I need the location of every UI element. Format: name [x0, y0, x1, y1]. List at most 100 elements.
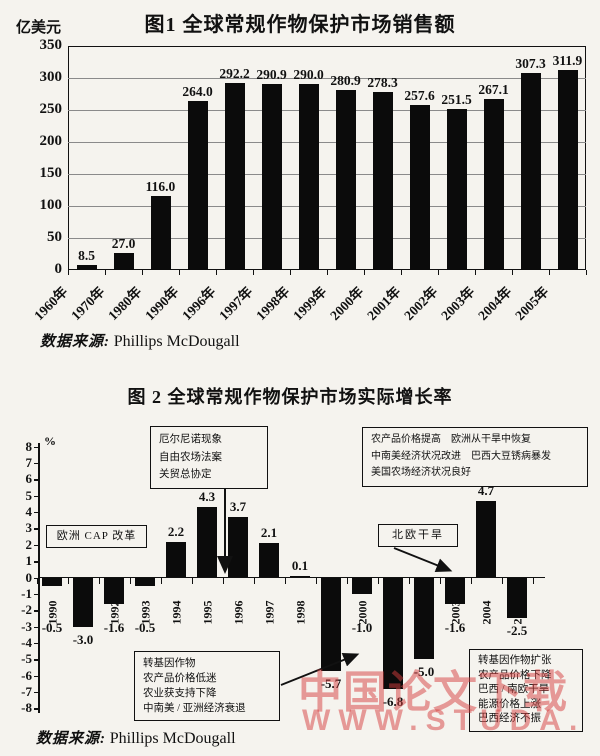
x-axis-label: 1994: [169, 600, 184, 625]
bar-value-label: -0.5: [41, 620, 63, 635]
x-axis-tick: [401, 270, 403, 275]
x-axis-label: 1997: [262, 600, 277, 625]
bar-value-label: 251.5: [441, 92, 472, 108]
fig1-source-value: Phillips McDougall: [113, 333, 240, 350]
bar-value-label: 27.0: [111, 235, 136, 251]
fig2-source-label: 数据来源:: [36, 731, 106, 747]
x-axis-tick: [130, 577, 132, 584]
watermark-url: WWW.STUDA.: [302, 704, 586, 737]
annotation-line: 美国农场经济状况良好: [371, 467, 471, 478]
bar: [409, 105, 430, 270]
x-axis-tick: [475, 270, 477, 275]
fig1-y-axis-unit: 亿美元: [16, 20, 62, 36]
bar-value-label: 311.9: [552, 53, 583, 69]
y-axis-label: 1: [25, 553, 33, 569]
x-axis-tick: [347, 577, 349, 584]
x-axis-tick: [549, 270, 551, 275]
bar-value-label: 280.9: [330, 73, 361, 89]
y-axis-tick: [34, 561, 38, 563]
bar: [76, 264, 97, 270]
arrow-nordic-drought: [393, 547, 453, 573]
y-axis-label: 150: [39, 165, 63, 181]
y-axis-label: 2: [25, 536, 33, 552]
annotation-downturn-box: 转基因作物 农产品价格低迷 农业获支持下降 中南美 / 亚洲经济衰退: [134, 651, 280, 721]
x-axis-tick: [316, 577, 318, 584]
gridline: [68, 206, 586, 207]
bar-value-label: 3.7: [229, 499, 247, 514]
annotation-line: 农业获支持下降: [143, 688, 217, 699]
y-axis-label: -1: [21, 585, 32, 601]
bar: [228, 517, 248, 578]
fig2-source: 数据来源: Phillips McDougall: [36, 727, 236, 748]
annotation-line: 中南美 / 亚洲经济衰退: [143, 703, 246, 714]
gridline: [68, 238, 586, 239]
x-axis-tick: [223, 577, 225, 584]
x-axis-tick: [533, 577, 535, 584]
y-axis-label: 50: [47, 229, 62, 245]
bar: [335, 90, 356, 270]
x-axis-tick: [502, 577, 504, 584]
bar-value-label: -3.0: [72, 631, 94, 647]
gridline: [68, 174, 586, 175]
y-axis-label: 350: [39, 37, 63, 53]
x-axis-tick: [37, 577, 39, 584]
fig2-y-axis-unit: %: [44, 434, 56, 448]
bar-value-label: 307.3: [515, 56, 546, 72]
x-axis-tick: [440, 577, 442, 584]
annotation-line: 欧洲 CAP 改革: [56, 530, 137, 542]
x-axis-tick: [192, 577, 194, 584]
y-axis-tick: [34, 610, 38, 612]
bar: [298, 84, 319, 270]
bar-value-label: -0.5: [134, 620, 156, 635]
y-axis-tick: [34, 463, 38, 465]
y-axis-tick: [34, 495, 38, 498]
x-axis-tick: [216, 270, 218, 275]
bar: [445, 577, 465, 604]
bar: [166, 541, 186, 578]
y-axis-tick: [34, 544, 38, 547]
y-axis-label: 4: [25, 504, 33, 520]
x-axis-tick: [290, 270, 292, 275]
bar: [446, 109, 467, 270]
bar-value-label: -6.8: [382, 693, 404, 709]
x-axis-label: 2004: [479, 600, 494, 625]
y-axis-label: -3: [21, 618, 32, 634]
annotation-cap-reform-box: 欧洲 CAP 改革: [46, 525, 147, 548]
fig2-title: 图 2 全球常规作物保护市场实际增长率: [127, 387, 453, 407]
y-axis-tick: [34, 691, 38, 694]
annotation-line: 自由农场法案: [159, 451, 222, 463]
annotation-line: 北欧干旱: [392, 529, 444, 541]
bar: [557, 70, 578, 270]
annotation-line: 转基因作物扩张: [478, 655, 552, 666]
y-axis-tick: [34, 528, 38, 530]
bar: [150, 195, 171, 270]
bar-value-label: 290.0: [293, 67, 324, 83]
y-axis-label: 250: [39, 101, 63, 117]
annotation-line: 巴西经济不振: [478, 713, 541, 725]
bar: [261, 83, 282, 270]
fig1-source: 数据来源: Phillips McDougall: [40, 330, 240, 351]
y-axis-label: 5: [25, 487, 33, 503]
y-axis-tick: [34, 512, 38, 514]
bar-value-label: -5.0: [413, 664, 435, 680]
x-axis-tick: [142, 270, 144, 275]
y-axis-label: 200: [39, 133, 63, 149]
gridline: [68, 78, 586, 79]
y-axis-label: 0: [25, 569, 33, 585]
y-axis-label: -2: [21, 602, 32, 618]
annotation-line: 关贸总协定: [159, 469, 212, 480]
bar: [414, 577, 434, 660]
x-axis-tick: [179, 270, 181, 275]
bar: [135, 577, 155, 586]
bar: [259, 543, 279, 578]
x-axis-tick: [105, 270, 107, 275]
fig1-source-label: 数据来源:: [40, 334, 110, 350]
bar: [187, 101, 208, 270]
annotation-recovery-box: 农产品价格提高 欧洲从干旱中恢复 中南美经济状况改进 巴西大豆锈病暴发 美国农场…: [362, 427, 588, 487]
y-axis-tick: [34, 675, 38, 677]
bar-value-label: 257.6: [404, 88, 435, 104]
bar: [73, 577, 93, 627]
bar-value-label: 116.0: [145, 178, 176, 194]
bar-value-label: 264.0: [182, 84, 213, 100]
x-axis-label: 1998: [293, 600, 308, 625]
